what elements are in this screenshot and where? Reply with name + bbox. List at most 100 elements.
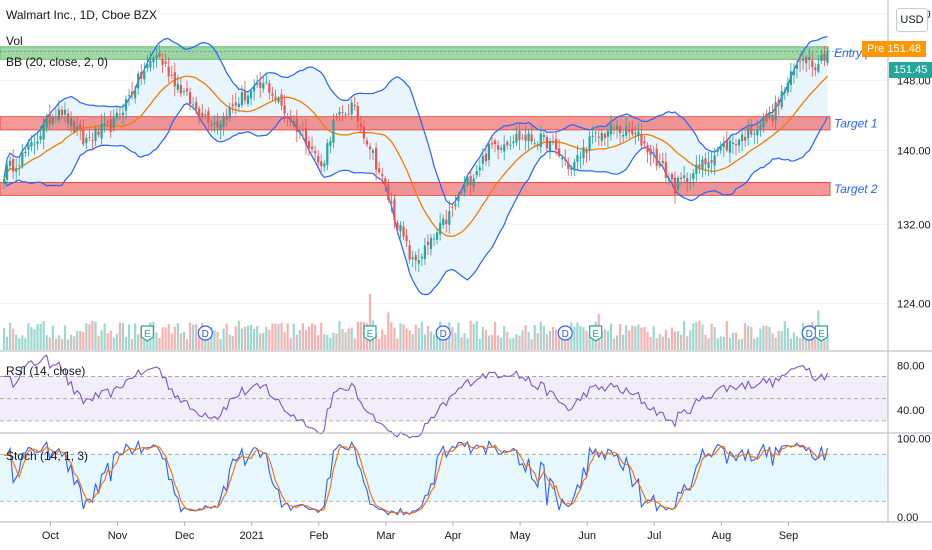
volume-bar xyxy=(295,334,298,350)
candle xyxy=(637,122,640,142)
volume-bar xyxy=(57,335,60,350)
bollinger-basis-line xyxy=(3,75,828,238)
candle xyxy=(289,109,292,127)
candle xyxy=(789,62,792,93)
volume-bar xyxy=(320,322,323,350)
candle-body xyxy=(798,61,802,63)
bollinger-fill xyxy=(4,36,828,295)
candle xyxy=(51,113,54,127)
rsi-pane[interactable] xyxy=(0,354,888,439)
dividend-marker[interactable] xyxy=(435,325,451,341)
volume-bar xyxy=(716,338,719,350)
candle xyxy=(643,135,646,149)
candle xyxy=(463,175,466,197)
volume-bar xyxy=(615,335,619,350)
volume-bar xyxy=(292,323,295,350)
volume-bar xyxy=(475,321,478,350)
volume-bar xyxy=(256,326,259,350)
candle xyxy=(240,85,243,108)
candle xyxy=(414,251,417,272)
candle xyxy=(234,92,237,115)
volume-bar xyxy=(707,338,710,350)
volume-bar xyxy=(661,336,664,350)
earnings-marker[interactable] xyxy=(140,325,154,342)
stoch-pane[interactable] xyxy=(0,439,888,516)
volume-bar xyxy=(646,331,649,350)
volume-bar xyxy=(161,327,164,350)
volume-bar xyxy=(414,324,417,350)
candle xyxy=(201,104,204,121)
candle-body xyxy=(524,134,527,141)
candle-body xyxy=(695,164,698,174)
candle xyxy=(783,86,786,100)
candle-body xyxy=(570,167,573,171)
candle xyxy=(341,105,344,122)
candle xyxy=(670,172,674,184)
candle xyxy=(271,86,274,102)
earnings-marker[interactable] xyxy=(814,325,828,342)
candle xyxy=(192,96,195,110)
candle-body xyxy=(426,241,430,246)
volume-bar xyxy=(5,336,9,350)
dividend-marker-letter: D xyxy=(202,329,209,340)
candle-body xyxy=(365,140,369,145)
candle xyxy=(771,104,774,127)
candle-body xyxy=(725,139,728,151)
candle xyxy=(30,135,33,152)
volume-bar xyxy=(198,328,201,350)
volume-bar xyxy=(310,323,314,350)
volume-bar xyxy=(634,326,637,350)
earnings-marker[interactable] xyxy=(363,325,377,342)
candle xyxy=(387,179,390,203)
candle-body xyxy=(350,102,353,115)
candle-body xyxy=(115,112,118,119)
candle-body xyxy=(359,123,362,128)
volume-bar xyxy=(88,324,91,350)
volume-bar xyxy=(713,327,716,350)
candle xyxy=(701,155,704,178)
candle-body xyxy=(399,224,402,232)
candle xyxy=(728,134,731,164)
candle-body xyxy=(558,148,561,157)
volume-bar xyxy=(664,330,667,350)
candle-body xyxy=(356,105,359,122)
volume-bar xyxy=(676,331,680,350)
volume-bar xyxy=(253,329,256,350)
candle xyxy=(811,52,814,77)
candle-body xyxy=(405,235,408,242)
candle-body xyxy=(158,53,161,57)
candle xyxy=(283,94,286,123)
currency-button[interactable]: USD xyxy=(896,8,928,32)
candle-body xyxy=(54,116,57,118)
candle xyxy=(213,115,216,133)
dividend-marker[interactable] xyxy=(197,325,213,341)
candle-body xyxy=(85,137,88,144)
candle-body xyxy=(667,178,670,181)
candle xyxy=(442,214,445,229)
candle-body xyxy=(262,83,265,89)
candle-body xyxy=(396,222,399,231)
volume-bar xyxy=(91,320,94,350)
volume-bar xyxy=(137,334,140,350)
candle xyxy=(179,77,182,97)
volume-bar xyxy=(704,334,707,350)
candle-body xyxy=(234,102,237,106)
dividend-marker[interactable] xyxy=(557,325,573,341)
candle xyxy=(487,141,491,167)
rsi-label: RSI (14, close) xyxy=(6,364,86,378)
candle-body xyxy=(253,85,256,92)
candle-body xyxy=(582,147,585,159)
candle-body xyxy=(680,177,683,180)
candle-body xyxy=(100,123,103,139)
earnings-marker[interactable] xyxy=(589,325,603,342)
candle-body xyxy=(506,141,509,146)
volume-bar xyxy=(408,330,411,350)
candle-body xyxy=(216,121,219,128)
time-tick-label: Mar xyxy=(376,530,395,542)
stoch-label: Stoch (14, 1, 3) xyxy=(6,449,89,463)
volume-bar xyxy=(167,324,170,350)
candle xyxy=(359,116,362,134)
volume-bar xyxy=(326,334,329,350)
candle-body xyxy=(9,160,12,166)
